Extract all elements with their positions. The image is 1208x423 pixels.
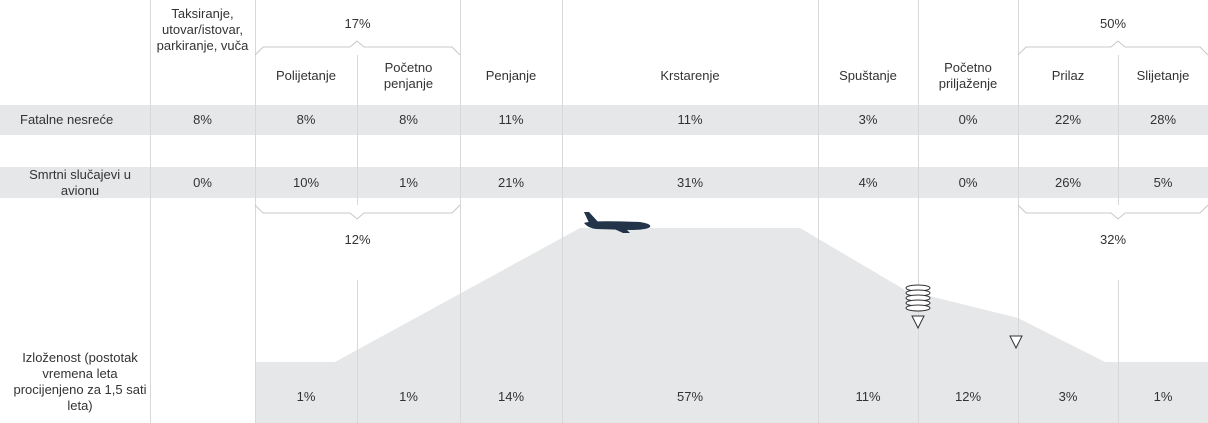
group-label: 32% xyxy=(1099,232,1127,247)
row-label: Izloženost (postotak vremena leta procij… xyxy=(13,349,147,413)
flight-profile xyxy=(255,228,1208,423)
bracket xyxy=(1017,204,1208,220)
column-header: Slijetanje xyxy=(1136,68,1190,83)
column-header: Penjanje xyxy=(485,68,537,83)
cell-value: 0% xyxy=(958,174,978,190)
cell-value: 5% xyxy=(1153,174,1173,190)
group-label: 12% xyxy=(344,232,371,247)
group-label: 50% xyxy=(1099,16,1127,31)
row-band xyxy=(0,167,1208,198)
cell-value: 0% xyxy=(193,174,212,190)
bracket xyxy=(254,204,461,220)
row-band xyxy=(0,105,1208,135)
cell-value: 8% xyxy=(296,112,316,127)
cell-value: 3% xyxy=(1058,389,1078,404)
cell-value: 1% xyxy=(399,389,418,404)
cell-value: 26% xyxy=(1054,174,1082,190)
column-header: Početno priljaženje xyxy=(938,60,998,91)
cell-value: 4% xyxy=(858,174,878,190)
bracket xyxy=(254,40,461,56)
column-header: Krstarenje xyxy=(660,68,720,83)
row-label: Fatalne nesreće xyxy=(20,112,114,127)
cell-value: 8% xyxy=(193,112,212,127)
column-header: Taksiranje, utovar/istovar, parkiranje, … xyxy=(156,6,249,53)
holding-icon xyxy=(905,284,1023,350)
cell-value: 1% xyxy=(1153,389,1173,404)
cell-value: 0% xyxy=(958,112,978,127)
row-label: Smrtni slučajevi u avionu xyxy=(29,166,131,198)
airplane-icon xyxy=(584,212,651,233)
cell-value: 8% xyxy=(399,112,418,127)
cell-value: 1% xyxy=(296,389,316,404)
cell-value: 14% xyxy=(497,389,525,404)
column-header: Početno penjanje xyxy=(383,60,434,91)
cell-value: 31% xyxy=(676,174,704,190)
bracket xyxy=(1017,40,1208,56)
cell-value: 10% xyxy=(292,174,320,190)
cell-value: 28% xyxy=(1149,112,1177,127)
column-header: Spuštanje xyxy=(839,68,897,83)
cell-value: 57% xyxy=(676,389,704,404)
cell-value: 22% xyxy=(1054,112,1082,127)
cell-value: 21% xyxy=(497,174,525,190)
cell-value: 11% xyxy=(498,112,524,127)
cell-value: 12% xyxy=(954,389,982,404)
cell-value: 1% xyxy=(399,174,418,190)
cell-value: 11% xyxy=(855,389,881,404)
column-header: Prilaz xyxy=(1051,68,1085,83)
cell-value: 11% xyxy=(677,112,703,127)
group-label: 17% xyxy=(344,16,371,31)
column-header: Polijetanje xyxy=(276,68,336,83)
cell-value: 3% xyxy=(858,112,878,127)
